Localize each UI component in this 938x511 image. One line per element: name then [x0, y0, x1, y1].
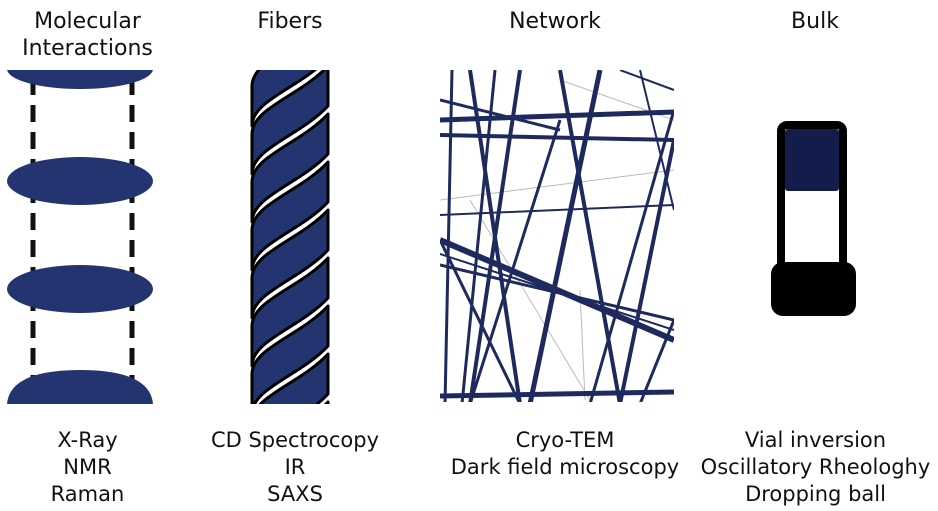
methods-network: Cryo-TEM Dark field microscopy [440, 427, 690, 481]
column-title-molecular-interactions: Molecular Interactions [0, 8, 175, 62]
method-label: Dropping ball [745, 482, 886, 506]
title-line-1: Fibers [257, 9, 323, 34]
fiber-network-icon [440, 70, 674, 402]
method-label: CD Spectrocopy [210, 428, 380, 452]
fiber-segment [250, 208, 330, 320]
title-line-1: Bulk [791, 9, 839, 34]
method-label: Cryo-TEM [515, 428, 615, 452]
method-label: Dark field microscopy [450, 455, 680, 479]
vial-cap [771, 262, 856, 316]
molecule-ellipse [7, 370, 153, 404]
method-label: X-Ray [57, 428, 118, 452]
fiber-segment [250, 160, 330, 272]
method-label: SAXS [267, 482, 323, 506]
method-label: IR [284, 455, 306, 479]
dashed-bond-lines [30, 78, 135, 400]
fiber-segment [323, 400, 330, 404]
title-line-2: Interactions [22, 36, 153, 61]
methods-fibers: CD Spectrocopy IR SAXS [195, 427, 395, 508]
column-title-bulk: Bulk [730, 8, 900, 35]
fiber-segment [250, 256, 330, 368]
methods-molecular-interactions: X-Ray NMR Raman [0, 427, 175, 508]
fiber-segment [250, 304, 330, 404]
fiber-segment [250, 70, 330, 176]
fiber-segment [250, 112, 330, 224]
vial-gel [785, 129, 839, 191]
title-line-1: Network [509, 9, 601, 34]
column-title-fibers: Fibers [200, 8, 380, 35]
method-label: NMR [63, 455, 112, 479]
molecule-ellipse [7, 265, 153, 313]
method-label: Oscillatory Rheologhy [700, 455, 931, 479]
method-label: Vial inversion [744, 428, 887, 452]
method-label: Raman [50, 482, 125, 506]
molecular-stack-icon [7, 70, 153, 404]
twisted-fiber-icon [250, 70, 330, 404]
title-line-1: Molecular [34, 9, 141, 34]
vial-icon [771, 121, 856, 316]
methods-bulk: Vial inversion Oscillatory Rheologhy Dro… [693, 427, 938, 508]
fiber-segment [250, 70, 318, 128]
molecule-ellipse [7, 157, 153, 205]
column-title-network: Network [450, 8, 660, 35]
molecule-ellipse [7, 70, 153, 89]
fiber-segment [258, 352, 330, 404]
